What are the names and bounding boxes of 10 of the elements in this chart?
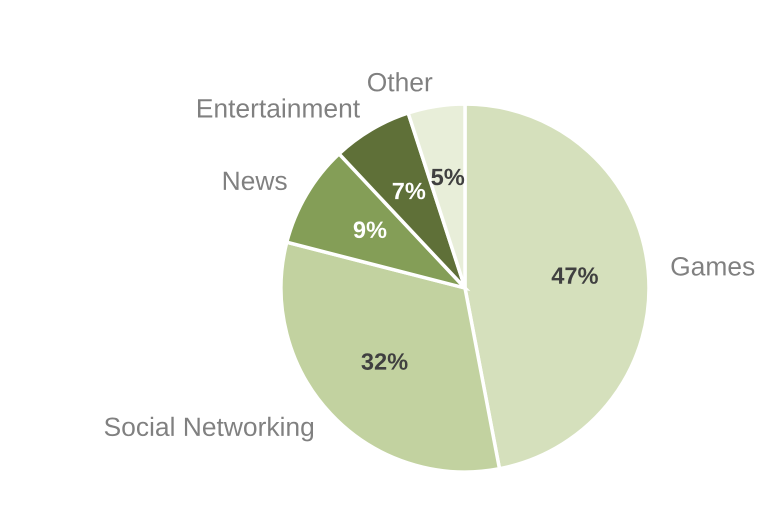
slice-label: News <box>224 172 287 190</box>
slice-label: Social Networking <box>104 416 314 442</box>
data-label: 5% <box>431 168 464 186</box>
data-label: 7% <box>392 182 426 200</box>
slice-label: Other <box>368 72 432 92</box>
slice-label: Entertainment <box>198 98 360 118</box>
data-label: 47% <box>552 267 598 284</box>
data-label: 9% <box>354 221 386 238</box>
data-label: 32% <box>361 353 408 370</box>
slice-label: Games <box>671 257 754 276</box>
